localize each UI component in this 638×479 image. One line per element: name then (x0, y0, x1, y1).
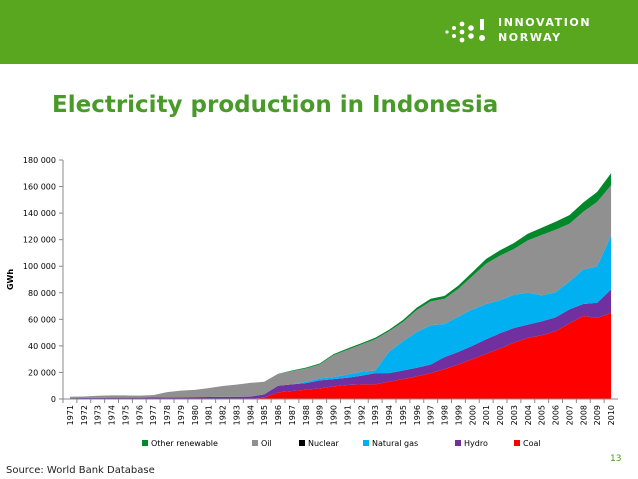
x-tick-label: 1984 (246, 405, 255, 425)
x-tick-label: 1993 (371, 405, 380, 425)
chart-areas (69, 173, 612, 399)
x-tick-label: 1971 (66, 405, 75, 425)
electricity-production-chart: 0 20 000 40 000 60 000 80 000 100 000 120 000 1… (6, 156, 618, 448)
x-tick-label: 1978 (163, 405, 172, 425)
source-note: Source: World Bank Database (6, 465, 155, 476)
x-tick-label: 1995 (399, 405, 408, 425)
x-tick-label: 2003 (510, 405, 519, 425)
x-tick-label: 1972 (80, 405, 89, 425)
y-tick-label: 20 000 (28, 368, 56, 377)
area-coal (69, 312, 612, 399)
area-other-renewable (69, 173, 612, 397)
x-tick-label: 1986 (274, 405, 283, 425)
x-tick-label: 1975 (121, 405, 130, 425)
x-tick-label: 1988 (302, 405, 311, 425)
legend-swatch-oil (252, 440, 258, 446)
logo-dots-icon (445, 19, 485, 43)
x-tick-label: 1973 (94, 405, 103, 425)
y-tick-label: 40 000 (28, 342, 56, 351)
x-tick-label: 1998 (441, 405, 450, 425)
area-oil (69, 185, 612, 399)
header-banner: INNOVATION NORWAY (0, 0, 638, 64)
page-number: 13 (610, 454, 622, 464)
legend-label-coal: Coal (523, 439, 541, 448)
x-tick-label: 2010 (607, 405, 616, 425)
x-tick-label: 1990 (330, 405, 339, 425)
x-tick-label: 1987 (288, 405, 297, 425)
x-tick-label: 1981 (205, 405, 214, 425)
legend-swatch-natural-gas (363, 440, 369, 446)
x-tick-label: 2009 (593, 405, 602, 425)
x-tick-label: 1997 (427, 405, 436, 425)
legend-label-other-renewable: Other renewable (151, 439, 218, 448)
x-tick-label: 2008 (579, 405, 588, 425)
x-tick-label: 1991 (343, 405, 352, 425)
x-tick-label: 2006 (552, 405, 561, 425)
logo-line-2: NORWAY (498, 31, 562, 44)
y-tick-label: 100 000 (23, 262, 56, 271)
y-tick-label: 160 000 (23, 183, 56, 192)
legend-swatch-other-renewable (142, 440, 148, 446)
legend-swatch-coal (514, 440, 520, 446)
innovation-norway-logo: INNOVATION NORWAY (442, 14, 602, 50)
legend-label-oil: Oil (261, 439, 272, 448)
x-tick-label: 1999 (454, 405, 463, 425)
x-tick-label: 2007 (565, 405, 574, 425)
legend-swatch-hydro (455, 440, 461, 446)
y-tick-label: 60 000 (28, 315, 56, 324)
x-tick-label: 1977 (149, 405, 158, 425)
legend-label-nuclear: Nuclear (308, 439, 340, 448)
x-tick-label: 1976 (135, 405, 144, 425)
y-tick-label: 180 000 (23, 156, 56, 165)
x-tick-label: 1980 (191, 405, 200, 425)
y-tick-label: 140 000 (23, 209, 56, 218)
y-tick-label: 0 (51, 395, 56, 404)
x-tick-label: 1979 (177, 405, 186, 425)
x-tick-label: 1989 (316, 405, 325, 425)
area-hydro (69, 289, 612, 399)
logo-line-1: INNOVATION (498, 16, 592, 29)
chart-legend: Other renewable Oil Nuclear Natural gas Hydr… (142, 439, 541, 448)
y-tick-label: 120 000 (23, 236, 56, 245)
y-tick-label: 80 000 (28, 289, 56, 298)
x-tick-label: 2000 (468, 405, 477, 425)
chart-axes: 0 20 000 40 000 60 000 80 000 100 000 120 000 1… (6, 156, 618, 425)
legend-label-hydro: Hydro (464, 439, 488, 448)
logo-wordmark: INNOVATION NORWAY (498, 15, 591, 45)
x-tick-label: 2001 (482, 405, 491, 425)
x-tick-label: 1992 (357, 405, 366, 425)
x-tick-label: 1985 (260, 405, 269, 425)
x-tick-label: 1983 (232, 405, 241, 425)
x-tick-label: 1982 (219, 405, 228, 425)
area-natural-gas (69, 235, 612, 399)
y-axis-label: GWh (6, 269, 15, 290)
x-tick-label: 1994 (385, 405, 394, 425)
x-tick-label: 2004 (524, 405, 533, 425)
legend-label-natural-gas: Natural gas (372, 439, 418, 448)
x-tick-label: 2002 (496, 405, 505, 425)
x-tick-label: 2005 (538, 405, 547, 425)
slide-title: Electricity production in Indonesia (52, 92, 499, 118)
x-tick-label: 1974 (108, 405, 117, 425)
x-tick-label: 1996 (413, 405, 422, 425)
legend-swatch-nuclear (299, 440, 305, 446)
